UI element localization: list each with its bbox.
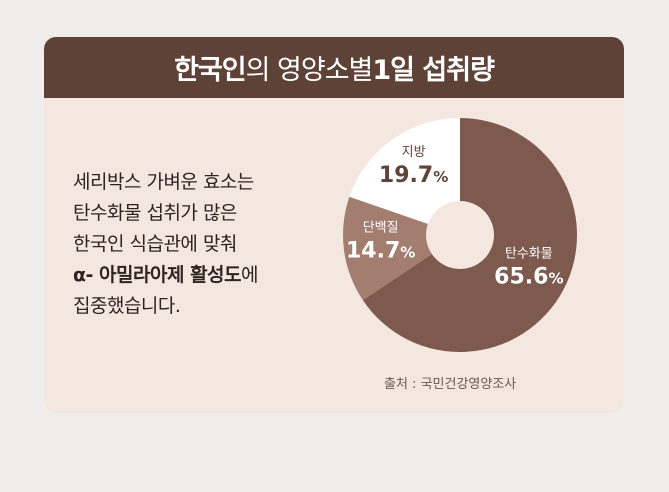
title-part-2: 의 영양소별 [245, 55, 374, 86]
description-line-3: 한국인 식습관에 맞춰 [73, 233, 237, 255]
description-line-4-rest: 에 [241, 264, 258, 286]
card-header: 한국인 의 영양소별 1일 섭취량 [44, 37, 624, 98]
description-line-2: 탄수화물 섭취가 많은 [73, 202, 237, 224]
title-part-3: 1일 섭취량 [372, 55, 495, 86]
slice-name-label: 단백질 [363, 220, 399, 235]
nutrient-donut-chart: 탄수화물 65.6% 단백질 14.7% 지방 19.7% [340, 115, 580, 355]
donut-svg: 탄수화물 65.6% 단백질 14.7% 지방 19.7% [343, 118, 577, 352]
slice-value-label: 65.6% [494, 265, 563, 290]
slice-label-group: 지방 19.7% [379, 145, 448, 188]
slice-name-label: 지방 [402, 145, 426, 160]
slice-value-label: 19.7% [379, 163, 448, 188]
description-line-1: 세리박스 가벼운 효소는 [73, 171, 254, 193]
slice-label-group: 단백질 14.7% [346, 220, 415, 263]
slice-name-label: 탄수화물 [505, 247, 553, 262]
slice-label-group: 탄수화물 65.6% [494, 247, 563, 290]
description-line-4: α- 아밀라아제 활성도에 [73, 260, 313, 291]
slice-value-label: 14.7% [346, 238, 415, 263]
source-note: 출처 : 국민건강영양조사 [384, 377, 517, 392]
title-part-1: 한국인 [174, 55, 247, 86]
slice-fat [349, 118, 460, 224]
description-line-5: 집중했습니다. [73, 295, 181, 317]
slice-carbohydrate [362, 118, 577, 352]
slice-protein [343, 196, 432, 301]
enzyme-highlight: α- 아밀라아제 활성도 [73, 264, 242, 286]
description-text: 세리박스 가벼운 효소는 탄수화물 섭취가 많은 한국인 식습관에 맞춰 α- … [73, 167, 313, 322]
